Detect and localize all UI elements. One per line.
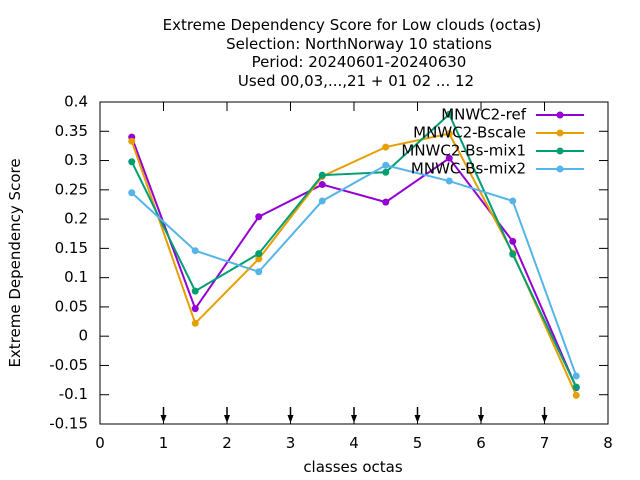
title-line-4: Used 00,03,...,21 + 01 02 ... 12 xyxy=(238,72,474,90)
data-point xyxy=(445,130,453,138)
y-tick-label: 0.35 xyxy=(55,122,88,140)
x-marker-arrow xyxy=(224,415,230,423)
data-point xyxy=(318,181,326,189)
plot-frame xyxy=(99,101,609,425)
data-point xyxy=(191,319,199,327)
data-point xyxy=(318,197,326,205)
data-point xyxy=(382,161,390,169)
data-point xyxy=(191,305,199,313)
legend: MNWC2-refMNWC2-BscaleMNWC2-Bs-mix1MNWC-B… xyxy=(401,106,584,178)
x-tick-label: 3 xyxy=(286,434,296,452)
chart-title: Extreme Dependency Score for Low clouds … xyxy=(163,16,542,90)
legend-label: MNWC2-Bscale xyxy=(413,124,526,142)
x-marker-arrow xyxy=(287,415,294,423)
x-marker-arrow xyxy=(160,415,167,423)
data-point xyxy=(509,250,517,258)
x-tick-label: 0 xyxy=(95,434,105,452)
data-point xyxy=(128,137,136,145)
data-point xyxy=(445,154,453,162)
data-point xyxy=(382,168,390,176)
x-marker-arrow xyxy=(414,415,421,423)
x-marker-arrow xyxy=(478,415,484,423)
title-line-3: Period: 20240601-20240630 xyxy=(252,53,467,71)
data-point xyxy=(255,250,263,258)
x-tick-label: 7 xyxy=(540,434,550,452)
series-line-4 xyxy=(131,164,578,377)
legend-label: MNWC-Bs-mix2 xyxy=(411,160,526,178)
legend-label: MNWC2-Bs-mix1 xyxy=(401,142,526,160)
data-point xyxy=(255,213,263,221)
x-marker-arrow xyxy=(541,415,548,423)
y-tick-label: 0.25 xyxy=(55,180,88,198)
data-point xyxy=(382,143,390,151)
legend-swatch-point xyxy=(556,129,564,137)
x-tick-label: 4 xyxy=(349,434,359,452)
data-point xyxy=(128,189,136,197)
legend-swatch-point xyxy=(556,147,564,155)
y-tick-label: 0.2 xyxy=(64,210,88,228)
data-point xyxy=(255,268,263,276)
data-point xyxy=(191,287,199,295)
x-marker-arrow xyxy=(351,415,357,423)
y-tick-label: -0.15 xyxy=(49,415,88,433)
data-point xyxy=(191,247,199,255)
data-point xyxy=(318,171,326,179)
legend-swatch-point xyxy=(556,165,564,173)
y-axis-label: Extreme Dependency Score xyxy=(6,158,24,367)
legend-label: MNWC2-ref xyxy=(441,106,526,124)
data-point xyxy=(445,110,453,118)
y-tick-label: 0 xyxy=(78,327,88,345)
x-tick-label: 2 xyxy=(222,434,232,452)
data-point xyxy=(255,255,263,263)
y-tick-label: 0.1 xyxy=(64,268,88,286)
title-line-1: Extreme Dependency Score for Low clouds … xyxy=(163,16,542,34)
series-group xyxy=(128,110,580,399)
x-axis-label: classes octas xyxy=(303,458,403,476)
data-point xyxy=(382,198,390,206)
data-point xyxy=(509,237,517,245)
y-tick-label: 0.4 xyxy=(64,93,88,111)
x-tick-label: 6 xyxy=(476,434,486,452)
title-line-2: Selection: NorthNorway 10 stations xyxy=(226,35,492,53)
x-tick-label: 5 xyxy=(413,434,423,452)
x-markers xyxy=(160,407,548,423)
x-axis: 0 1 2 3 4 5 6 7 8 xyxy=(95,102,613,452)
y-axis: -0.15 -0.1 -0.05 0 0.05 0.1 0.15 0.2 0.25 0.3 0.35… xyxy=(49,93,608,433)
legend-swatch-point xyxy=(556,111,564,119)
data-point xyxy=(128,158,136,166)
y-tick-label: 0.15 xyxy=(55,239,88,257)
y-tick-label: -0.1 xyxy=(59,385,88,403)
data-point xyxy=(572,372,580,380)
data-point xyxy=(572,391,580,399)
y-tick-label: 0.3 xyxy=(64,151,88,169)
data-point xyxy=(445,177,453,185)
series-line-3 xyxy=(130,112,578,388)
data-point xyxy=(572,383,580,391)
data-point xyxy=(509,197,517,205)
x-tick-label: 1 xyxy=(159,434,169,452)
series-line-1 xyxy=(130,136,578,389)
x-tick-label: 8 xyxy=(603,434,613,452)
y-tick-label: -0.05 xyxy=(49,356,88,374)
y-tick-label: 0.05 xyxy=(55,297,88,315)
